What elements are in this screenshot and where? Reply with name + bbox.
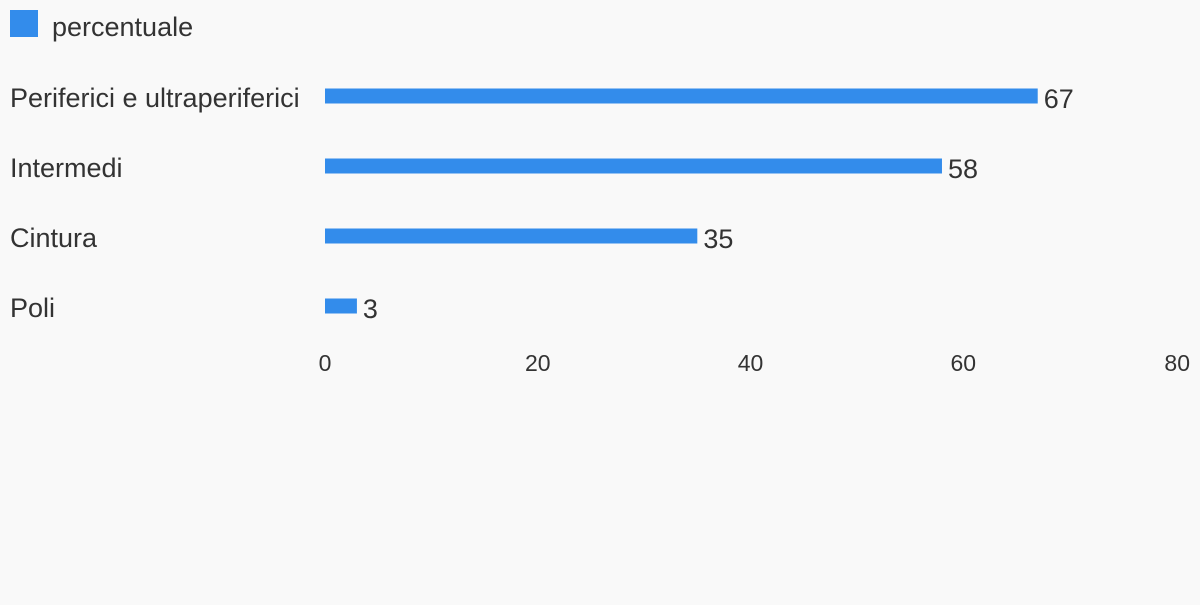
value-labels: 67 58 35 3 (363, 84, 1074, 324)
category-label: Cintura (10, 223, 98, 253)
bar (325, 228, 698, 244)
bar (325, 158, 942, 174)
x-tick-label: 20 (525, 350, 551, 376)
category-label: Periferici e ultraperiferici (10, 83, 300, 113)
legend-label: percentuale (52, 12, 193, 42)
x-tick-label: 0 (319, 350, 332, 376)
legend: percentuale (10, 10, 193, 42)
value-label: 58 (948, 154, 978, 184)
value-label: 3 (363, 294, 378, 324)
x-tick-label: 60 (950, 350, 976, 376)
value-label: 67 (1044, 84, 1074, 114)
x-tick-label: 80 (1164, 350, 1190, 376)
bar (325, 298, 357, 314)
x-axis: 0 20 40 60 80 (319, 350, 1190, 376)
value-label: 35 (703, 224, 733, 254)
legend-swatch (10, 10, 38, 37)
bar (325, 88, 1038, 104)
bars (325, 88, 1038, 314)
category-label: Poli (10, 293, 55, 323)
x-tick-label: 40 (738, 350, 764, 376)
category-label: Intermedi (10, 153, 123, 183)
category-labels: Periferici e ultraperiferici Intermedi Cin… (10, 83, 300, 323)
